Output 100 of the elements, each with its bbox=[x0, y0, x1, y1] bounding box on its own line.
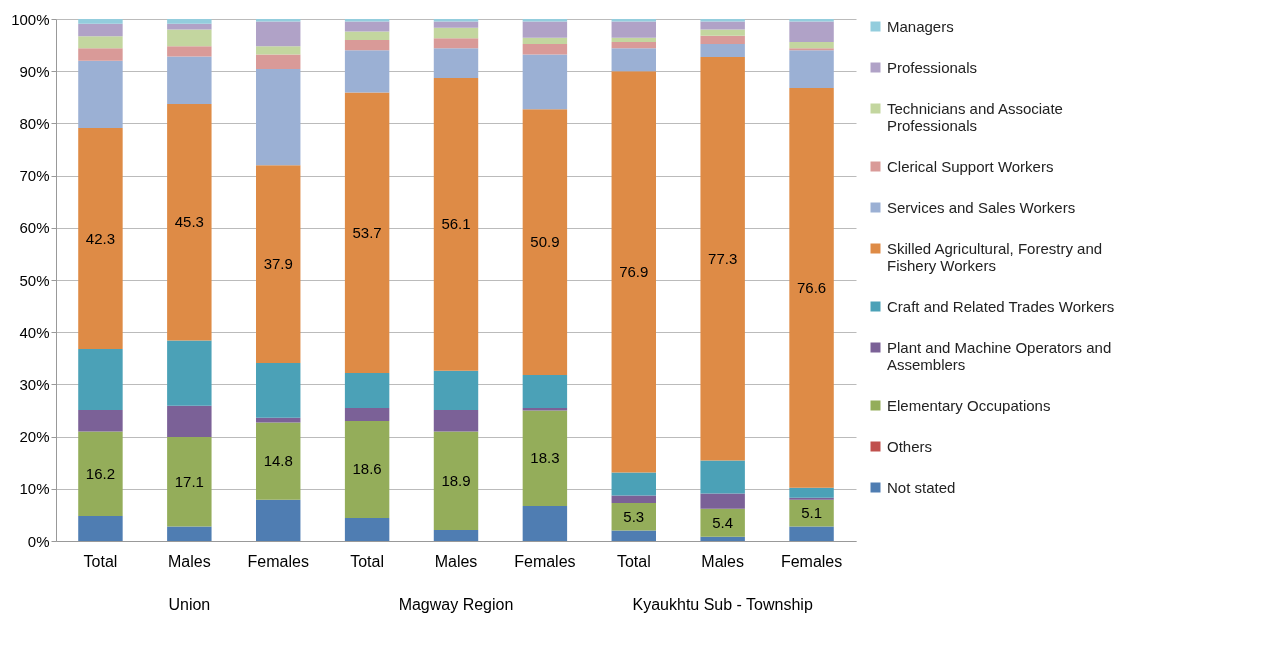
x-tick-label: Total bbox=[616, 552, 651, 570]
bar bbox=[344, 19, 390, 22]
bar bbox=[78, 48, 123, 61]
bar bbox=[611, 48, 656, 72]
legend-label: Skilled Agricultural, Forestry and Fishery Workers bbox=[887, 239, 1103, 274]
legend-label: Managers bbox=[887, 17, 954, 35]
bar bbox=[256, 417, 301, 423]
bar bbox=[167, 340, 212, 406]
data-label: 18.6 bbox=[352, 460, 382, 478]
data-label: 76.9 bbox=[619, 262, 649, 280]
y-tick-label: 30% bbox=[19, 375, 50, 393]
bar bbox=[344, 92, 390, 373]
bar bbox=[611, 472, 656, 496]
bar bbox=[344, 407, 390, 421]
bar bbox=[611, 37, 656, 42]
bar bbox=[256, 363, 301, 418]
data-label: 18.9 bbox=[441, 471, 471, 489]
bar bbox=[522, 506, 568, 541]
bar bbox=[344, 39, 390, 51]
bar bbox=[700, 57, 745, 461]
bar bbox=[789, 50, 834, 88]
data-label: 50.9 bbox=[530, 233, 560, 251]
bar bbox=[78, 36, 123, 49]
bar bbox=[256, 19, 301, 22]
data-label: 37.9 bbox=[263, 255, 293, 273]
bar bbox=[344, 50, 390, 93]
bar bbox=[700, 21, 745, 30]
data-label: 14.8 bbox=[263, 452, 293, 470]
bar bbox=[256, 422, 301, 500]
bar bbox=[344, 420, 390, 519]
legend-label: Not stated bbox=[887, 478, 956, 496]
legend-label: Clerical Support Workers bbox=[887, 157, 1054, 175]
bar bbox=[611, 41, 656, 49]
legend-label: Others bbox=[887, 437, 933, 455]
legend-label: Elementary Occupations bbox=[887, 396, 1051, 414]
bar bbox=[167, 46, 212, 57]
bar bbox=[611, 21, 656, 38]
bar bbox=[256, 499, 301, 541]
bar bbox=[789, 48, 834, 51]
data-label: 45.3 bbox=[174, 213, 204, 231]
bar bbox=[167, 104, 212, 341]
bar bbox=[256, 46, 301, 55]
bar bbox=[611, 19, 656, 22]
bar bbox=[167, 56, 212, 105]
x-tick-label: Total bbox=[350, 552, 385, 570]
bar bbox=[78, 431, 123, 516]
bar bbox=[167, 526, 212, 541]
bar bbox=[167, 405, 212, 438]
text: Magway Region bbox=[398, 596, 514, 613]
bar bbox=[522, 19, 568, 22]
y-tick-label: 0% bbox=[27, 532, 50, 550]
y-tick-label: 80% bbox=[19, 114, 50, 132]
bar bbox=[700, 29, 745, 36]
data-label: 53.7 bbox=[352, 223, 382, 241]
bar bbox=[522, 21, 568, 38]
data-label: 76.6 bbox=[796, 278, 827, 296]
y-tick-label: 100% bbox=[11, 10, 50, 28]
data-label: 5.1 bbox=[801, 504, 822, 522]
x-tick-label: Females bbox=[514, 552, 576, 570]
bar bbox=[789, 499, 834, 527]
bar bbox=[433, 19, 479, 22]
bar bbox=[700, 35, 745, 45]
legend-label: Craft and Related Trades Workers bbox=[887, 297, 1115, 315]
bar bbox=[611, 502, 656, 531]
bar bbox=[433, 38, 479, 49]
x-tick-label: Males bbox=[167, 552, 211, 570]
bar bbox=[611, 495, 656, 503]
bar bbox=[78, 23, 123, 37]
bar bbox=[433, 370, 479, 410]
bar bbox=[78, 409, 123, 432]
x-tick-label: Males bbox=[701, 552, 745, 570]
bar bbox=[522, 407, 568, 411]
legend-label: Professionals bbox=[887, 58, 978, 76]
data-label: 17.1 bbox=[174, 472, 204, 490]
bar bbox=[78, 348, 123, 410]
bar bbox=[167, 437, 212, 527]
data-label: 5.3 bbox=[623, 507, 645, 525]
bar bbox=[789, 21, 834, 42]
data-label: 16.2 bbox=[85, 464, 116, 482]
legend-label: Plant and Machine Operators and Assemblers bbox=[887, 338, 1112, 373]
text: Union bbox=[168, 596, 211, 613]
bar bbox=[433, 48, 479, 78]
bar bbox=[78, 19, 123, 24]
bar bbox=[433, 27, 479, 39]
bar bbox=[522, 375, 568, 408]
bar bbox=[700, 19, 745, 22]
bar bbox=[433, 21, 479, 28]
bar bbox=[700, 460, 745, 494]
bar bbox=[789, 41, 834, 49]
bar bbox=[78, 128, 123, 349]
bar bbox=[700, 44, 745, 58]
bar bbox=[344, 518, 390, 541]
bar bbox=[344, 21, 390, 32]
bar bbox=[789, 497, 834, 500]
bar bbox=[78, 60, 123, 129]
x-tick-label: Males bbox=[434, 552, 478, 570]
y-tick-label: 70% bbox=[19, 167, 50, 185]
y-tick-label: 20% bbox=[19, 428, 50, 446]
bar bbox=[522, 109, 568, 375]
bar bbox=[344, 372, 390, 408]
